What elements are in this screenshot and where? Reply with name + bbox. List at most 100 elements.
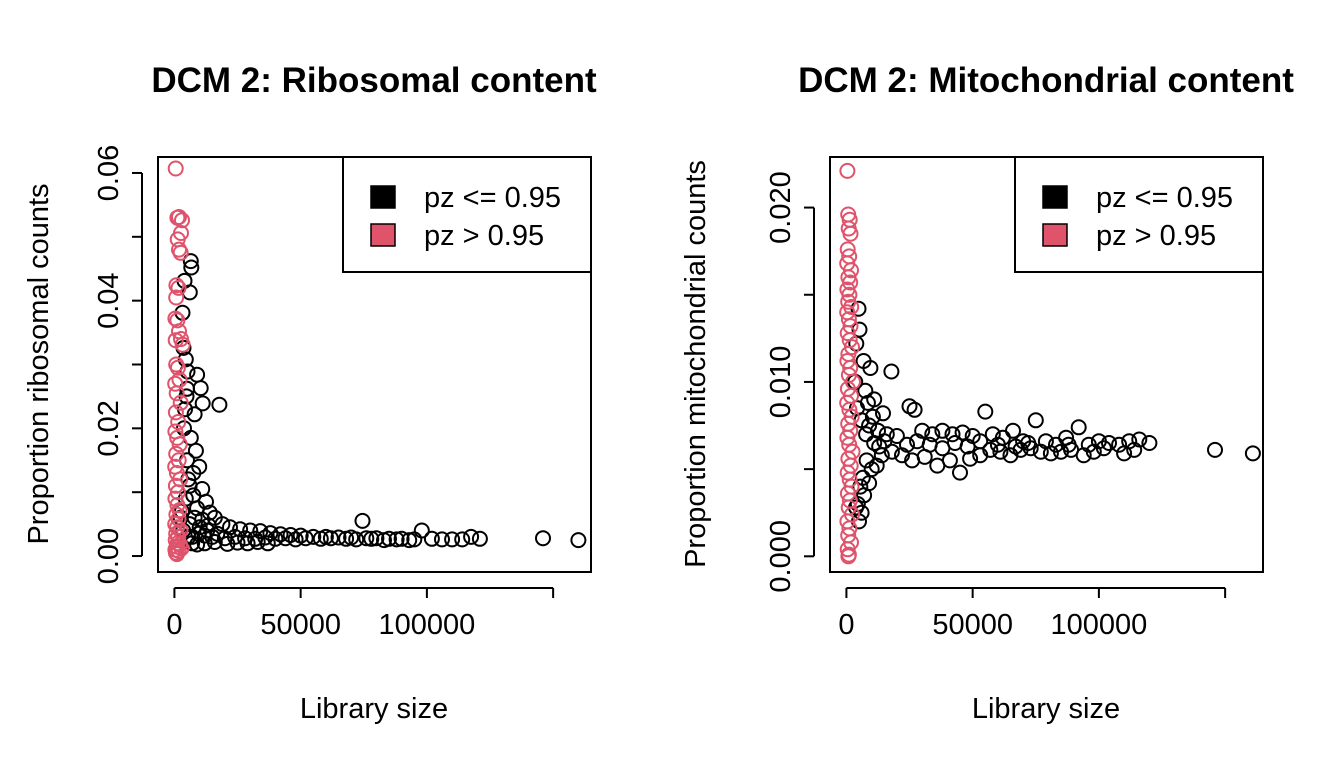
point-low-pz xyxy=(934,422,951,439)
point-low-pz xyxy=(876,433,893,450)
x-tick-label: 50000 xyxy=(932,609,1013,641)
x-tick-label: 100000 xyxy=(378,609,475,641)
point-low-pz xyxy=(219,535,236,552)
point-high-pz xyxy=(839,162,856,179)
x-axis-title: Library size xyxy=(300,693,448,725)
point-low-pz xyxy=(277,530,294,547)
point-low-pz xyxy=(858,426,875,443)
point-low-pz xyxy=(1126,441,1143,458)
point-high-pz xyxy=(169,359,186,376)
point-low-pz xyxy=(883,363,900,380)
point-high-pz xyxy=(171,209,187,225)
legend-label-high: pz > 0.95 xyxy=(1096,220,1216,252)
mitochondrial-panel: DCM 2: Mitochondrial content Library siz… xyxy=(680,61,1294,725)
point-low-pz xyxy=(330,529,347,546)
chart-title: DCM 2: Mitochondrial content xyxy=(798,61,1294,100)
legend-label-low: pz <= 0.95 xyxy=(1096,182,1233,214)
point-low-pz xyxy=(861,417,878,434)
point-high-pz xyxy=(168,385,185,402)
legend-box xyxy=(1014,156,1264,273)
y-tick-label: 0.00 xyxy=(93,528,125,584)
point-low-pz xyxy=(358,530,375,547)
point-low-pz xyxy=(1005,422,1021,439)
point-high-pz xyxy=(172,394,189,411)
point-low-pz xyxy=(239,535,256,552)
point-low-pz xyxy=(944,426,961,443)
point-low-pz xyxy=(194,395,211,412)
point-low-pz xyxy=(348,531,365,548)
point-high-pz xyxy=(171,502,188,519)
point-high-pz xyxy=(167,404,184,421)
point-low-pz xyxy=(249,534,266,550)
x-tick-label: 0 xyxy=(838,609,854,641)
point-low-pz xyxy=(989,436,1006,453)
point-high-pz xyxy=(843,262,859,279)
point-low-pz xyxy=(434,531,450,548)
point-high-pz xyxy=(172,244,189,261)
point-low-pz xyxy=(354,512,371,529)
point-low-pz xyxy=(185,465,202,481)
point-low-pz xyxy=(312,530,329,547)
point-high-pz xyxy=(841,286,858,303)
point-low-pz xyxy=(1116,445,1133,462)
point-low-pz xyxy=(1070,419,1087,436)
point-low-pz xyxy=(211,396,228,413)
point-high-pz xyxy=(843,299,860,315)
point-low-pz xyxy=(972,433,989,450)
point-low-pz xyxy=(305,528,322,545)
y-tick-label: 0.04 xyxy=(93,272,125,328)
point-low-pz xyxy=(179,363,196,380)
point-low-pz xyxy=(871,438,888,455)
point-low-pz xyxy=(413,522,430,539)
point-low-pz xyxy=(189,536,206,553)
point-low-pz xyxy=(229,534,246,551)
point-low-pz xyxy=(444,531,461,548)
point-low-pz xyxy=(191,519,208,536)
point-high-pz xyxy=(168,277,185,294)
point-low-pz xyxy=(992,443,1009,460)
point-high-pz xyxy=(842,274,859,291)
x-tick-label: 0 xyxy=(166,609,182,641)
point-low-pz xyxy=(388,531,405,548)
point-low-pz xyxy=(1042,445,1059,462)
legend-swatch-black xyxy=(1042,185,1068,209)
point-high-pz xyxy=(169,312,186,329)
point-high-pz xyxy=(169,519,186,536)
point-low-pz xyxy=(1085,443,1102,460)
x-tick-label: 50000 xyxy=(260,609,341,641)
legend-label-high: pz > 0.95 xyxy=(424,220,544,252)
chart-title: DCM 2: Ribosomal content xyxy=(151,61,597,100)
point-low-pz xyxy=(952,464,968,481)
point-low-pz xyxy=(1075,447,1092,464)
point-low-pz xyxy=(401,532,418,549)
point-high-pz xyxy=(170,279,187,296)
point-low-pz xyxy=(338,530,355,547)
point-low-pz xyxy=(1095,440,1112,457)
point-low-pz xyxy=(182,253,199,270)
point-low-pz xyxy=(1244,445,1261,462)
point-low-pz xyxy=(859,394,876,411)
point-low-pz xyxy=(878,426,895,443)
y-tick-label: 0.02 xyxy=(93,400,125,456)
point-low-pz xyxy=(924,426,941,443)
point-low-pz xyxy=(423,530,440,547)
y-tick-label: 0.000 xyxy=(765,520,797,593)
point-low-pz xyxy=(177,351,194,368)
point-low-pz xyxy=(368,530,385,547)
point-low-pz xyxy=(209,525,226,542)
legend-swatch-black xyxy=(370,185,396,209)
point-high-pz xyxy=(839,394,856,411)
point-low-pz xyxy=(322,530,339,547)
point-low-pz xyxy=(186,406,203,423)
point-low-pz xyxy=(1060,436,1077,453)
point-low-pz xyxy=(206,534,223,550)
point-low-pz xyxy=(463,528,480,545)
legend-label-low: pz <= 0.95 xyxy=(424,182,561,214)
point-high-pz xyxy=(168,546,185,563)
point-high-pz xyxy=(167,160,184,177)
point-low-pz xyxy=(1020,435,1037,451)
y-tick-label: 0.010 xyxy=(765,346,797,419)
point-high-pz xyxy=(839,325,856,342)
point-high-pz xyxy=(171,436,188,453)
